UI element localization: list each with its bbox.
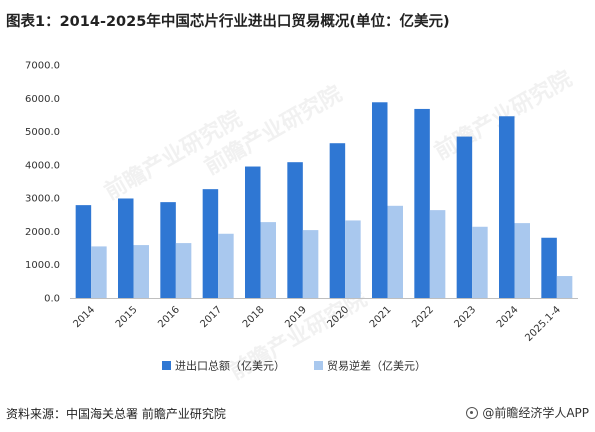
x-tick-label: 2025.1-4	[523, 304, 563, 344]
x-tick-label: 2015	[114, 304, 140, 330]
x-tick-label: 2014	[72, 304, 98, 330]
legend-label: 贸易逆差（亿美元）	[327, 359, 426, 373]
bar-deficit	[514, 223, 530, 298]
y-tick-label: 1000.0	[25, 260, 60, 271]
bar-deficit	[556, 276, 573, 298]
bar-total	[499, 116, 515, 298]
y-tick-label: 0.0	[44, 294, 60, 305]
bar-total	[160, 202, 176, 298]
y-tick-label: 2000.0	[25, 227, 60, 238]
bar-deficit	[345, 220, 361, 298]
bar-total	[414, 108, 430, 299]
y-tick-label: 4000.0	[25, 160, 60, 171]
bar-total	[202, 189, 219, 298]
x-tick-label: 2016	[156, 304, 182, 330]
bar-total	[329, 143, 346, 298]
bar-deficit	[302, 230, 319, 298]
bar-deficit	[91, 246, 107, 298]
y-axis: 0.0 1000.0 2000.0 3000.0 4000.0 5000.0 6000.0 7…	[25, 61, 60, 305]
y-tick-label: 5000.0	[25, 127, 60, 138]
x-tick-label: 2018	[241, 304, 267, 330]
x-tick-label: 2017	[199, 304, 225, 330]
brand-logo-icon	[466, 406, 479, 419]
bar-total	[245, 166, 261, 298]
bar-deficit	[429, 210, 446, 298]
x-tick-label: 2023	[453, 304, 479, 330]
brand-text: @前瞻经济学人APP	[482, 406, 589, 420]
y-tick-label: 6000.0	[25, 94, 60, 105]
source-note: 资料来源：中国海关总署 前瞻产业研究院	[6, 407, 226, 421]
bar-total	[75, 205, 92, 298]
bar-total	[287, 162, 303, 298]
bar-total	[118, 198, 134, 298]
x-tick-label: 2024	[495, 304, 521, 330]
x-tick-label: 2021	[368, 304, 394, 330]
bar-deficit	[260, 222, 276, 298]
bar-deficit	[133, 245, 149, 298]
bar-deficit	[175, 243, 192, 298]
chart-title: 图表1：2014-2025年中国芯片行业进出口贸易概况(单位：亿美元)	[6, 14, 450, 30]
brand-credit: @前瞻经济学人APP	[466, 404, 589, 421]
y-tick-label: 7000.0	[25, 61, 60, 72]
legend-label: 进出口总额（亿美元）	[175, 359, 285, 373]
bar-total	[372, 102, 388, 298]
bars	[75, 102, 573, 299]
bar-deficit	[387, 205, 403, 298]
bar-total	[456, 136, 473, 298]
legend-swatch	[162, 361, 171, 370]
y-tick-label: 3000.0	[25, 194, 60, 205]
legend-swatch	[314, 361, 323, 370]
x-tick-label: 2022	[410, 304, 436, 330]
bar-deficit	[218, 233, 234, 298]
bar-total	[541, 237, 557, 298]
bar-deficit	[472, 226, 488, 298]
legend: 进出口总额（亿美元） 贸易逆差（亿美元）	[162, 359, 426, 373]
